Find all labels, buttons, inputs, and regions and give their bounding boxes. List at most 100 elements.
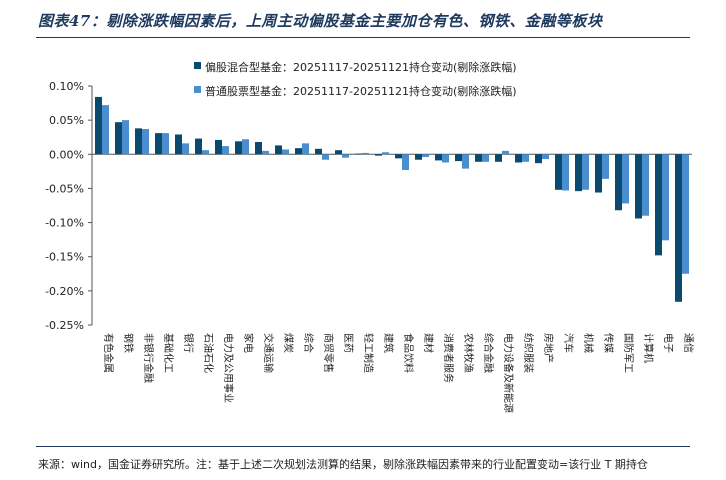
legend-label-series1: 偏股混合型基金：20251117-20251121持仓变动(剔除涨跌幅)	[205, 60, 517, 74]
bar-series2	[102, 105, 109, 155]
bar-series1	[295, 148, 302, 155]
bar-series1	[555, 154, 562, 190]
bar-series1	[535, 154, 542, 164]
x-category-label: 房地产	[542, 333, 555, 363]
x-category-label: 汽车	[562, 333, 575, 353]
bar-series2	[562, 154, 569, 191]
bar-series2	[602, 154, 609, 179]
x-category-label: 计算机	[642, 333, 655, 363]
bar-series2	[282, 149, 289, 155]
bar-series2	[222, 146, 229, 155]
bar-series1	[435, 154, 442, 161]
bar-series1	[255, 141, 262, 155]
bars	[95, 96, 689, 302]
bar-series2	[682, 154, 689, 274]
x-category-label: 综合	[302, 333, 315, 353]
x-category-label: 交通运输	[262, 333, 275, 373]
bar-series1	[135, 128, 142, 155]
x-category-label: 轻工制造	[362, 333, 375, 373]
x-category-label: 建材	[422, 333, 435, 353]
x-category-label: 国防军工	[622, 333, 635, 373]
x-category-label: 通信	[682, 333, 694, 353]
x-category-label: 建筑	[382, 333, 395, 353]
bar-series2	[322, 154, 329, 160]
y-tick-label: -0.20%	[45, 285, 84, 298]
bar-series1	[335, 150, 342, 155]
bar-series1	[395, 154, 402, 159]
bar-series1	[655, 154, 662, 256]
x-category-label: 传媒	[602, 333, 614, 353]
bar-series2	[642, 154, 649, 216]
bar-series2	[582, 154, 589, 190]
bar-series1	[415, 154, 422, 160]
x-category-label: 有色金属	[102, 333, 115, 373]
x-category-label: 电力及公用事业	[222, 333, 235, 403]
bar-series1	[275, 145, 282, 155]
y-tick-label: 0.05%	[49, 114, 84, 127]
bar-series2	[202, 150, 209, 155]
bar-series2	[422, 154, 429, 158]
x-category-label: 非银行金融	[142, 333, 155, 383]
y-tick-label: -0.15%	[45, 251, 84, 264]
bar-series1	[455, 154, 462, 162]
x-category-label: 纺织服装	[522, 333, 535, 373]
footer-divider	[36, 446, 690, 447]
chart-title: 图表47：剔除涨跌幅因素后，上周主动偏股基金主要加仓有色、钢铁、金融等板块	[38, 12, 603, 30]
bar-series1	[515, 154, 522, 163]
bar-series2	[242, 139, 249, 155]
x-category-label: 综合金融	[482, 333, 495, 373]
bar-series1	[375, 154, 382, 156]
legend-swatch-series1	[194, 62, 201, 69]
legend-swatch-series2	[194, 86, 201, 93]
title-divider	[36, 37, 690, 38]
x-category-label: 农林牧渔	[462, 333, 475, 373]
x-category-label: 电子	[662, 333, 675, 353]
bar-series1	[615, 154, 622, 211]
bar-series2	[342, 154, 349, 158]
bar-series2	[402, 154, 409, 170]
x-category-label: 商贸零售	[322, 333, 335, 373]
bar-series2	[382, 152, 389, 155]
y-axis: 0.10% 0.05% 0.00% -0.05% -0.10% -0.15% -0.20% -…	[45, 80, 692, 332]
x-category-label: 医药	[342, 333, 354, 353]
bar-series1	[355, 153, 362, 155]
y-tick-label: -0.25%	[45, 319, 84, 332]
bar-series1	[675, 154, 682, 302]
x-category-label: 石油石化	[202, 333, 215, 373]
bar-series1	[155, 133, 162, 155]
x-category-label: 煤炭	[282, 333, 295, 353]
bar-series2	[482, 154, 489, 162]
bar-series1	[315, 148, 322, 155]
bar-series2	[542, 154, 549, 160]
y-tick-label: 0.00%	[49, 148, 84, 161]
bar-series1	[635, 154, 642, 219]
bar-series1	[95, 96, 102, 155]
bar-series2	[622, 154, 629, 204]
bar-series1	[495, 154, 502, 162]
source-note: 来源：wind，国金证券研究所。注：基于上述二次规划法测算的结果，剔除涨跌幅因素…	[38, 458, 648, 471]
x-category-label: 食品饮料	[402, 333, 415, 373]
bar-series2	[122, 120, 129, 155]
bar-series1	[475, 154, 482, 162]
y-tick-label: 0.10%	[49, 80, 84, 93]
bar-series2	[662, 154, 669, 241]
x-category-label: 钢铁	[122, 333, 135, 353]
bar-series2	[522, 154, 529, 162]
bar-series2	[302, 143, 309, 155]
bar-series2	[262, 150, 269, 155]
bar-series1	[175, 134, 182, 155]
bar-series2	[442, 154, 449, 163]
bar-series1	[115, 122, 122, 155]
x-category-label: 家电	[242, 333, 255, 353]
bar-series1	[215, 139, 222, 155]
x-category-label: 基础化工	[162, 333, 175, 373]
bar-series1	[235, 141, 242, 155]
bar-series1	[575, 154, 582, 192]
bar-series2	[162, 133, 169, 155]
bar-series1	[195, 138, 202, 155]
bar-series2	[362, 152, 369, 155]
bar-series2	[462, 154, 469, 169]
bar-series2	[182, 143, 189, 155]
legend-label-series2: 普通股票型基金：20251117-20251121持仓变动(剔除涨跌幅)	[205, 84, 517, 98]
